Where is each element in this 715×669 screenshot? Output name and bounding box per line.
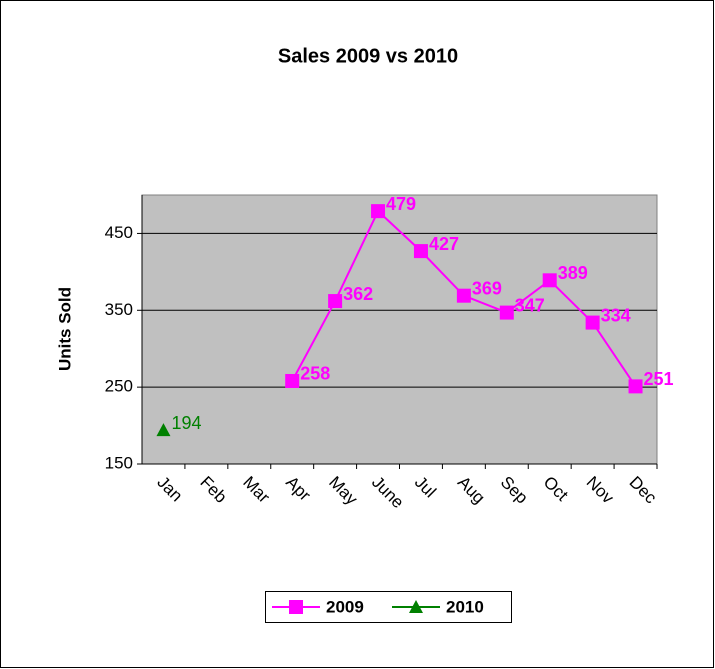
marker [156, 423, 171, 437]
chart-title: Sales 2009 vs 2010 [278, 45, 458, 67]
marker [456, 288, 471, 303]
data-label: 362 [343, 284, 373, 304]
legend-marker [289, 600, 303, 614]
marker [285, 373, 300, 388]
y-tick-label: 150 [105, 453, 133, 472]
data-label: 369 [472, 278, 502, 298]
data-label: 334 [601, 305, 631, 325]
y-tick-label: 350 [105, 300, 133, 319]
data-label: 347 [515, 295, 545, 315]
y-tick-label: 450 [105, 223, 133, 242]
plot-area [141, 194, 658, 465]
marker [585, 315, 600, 330]
marker [413, 244, 428, 259]
marker [499, 305, 514, 320]
data-label: 194 [171, 413, 201, 433]
marker [628, 379, 643, 394]
marker [371, 204, 386, 219]
data-label: 479 [386, 194, 416, 214]
data-label: 251 [644, 369, 674, 389]
y-axis-label: Units Sold [55, 287, 74, 371]
legend-label: 2010 [446, 597, 484, 616]
marker [328, 294, 343, 309]
y-tick-label: 250 [105, 377, 133, 396]
marker [542, 273, 557, 288]
legend-marker [409, 600, 423, 613]
data-label: 427 [429, 234, 459, 254]
data-label: 389 [558, 263, 588, 283]
legend: 2009 2010 [265, 591, 512, 623]
data-label: 258 [300, 364, 330, 384]
legend-label: 2009 [326, 597, 364, 616]
